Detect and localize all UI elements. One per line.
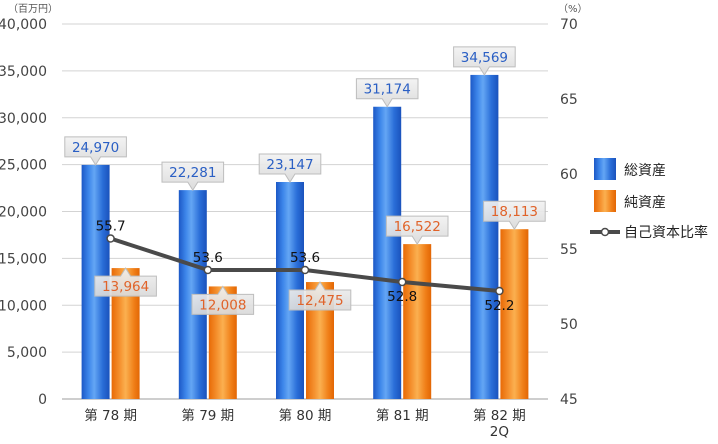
equity-ratio-point — [203, 265, 213, 275]
equity-ratio-point — [495, 286, 504, 296]
x-tick-label: 第 79 期 — [181, 407, 234, 424]
data-label-callouts: 24,970 22,281 23,147 31,174 34,569 13,964 12,0… — [64, 46, 546, 315]
data-label: 18,113 — [491, 204, 538, 220]
x-tick-label: 第 78 期 — [84, 407, 137, 424]
y-left-tick-label: 10,000 — [0, 298, 47, 314]
y-left-tick-label: 20,000 — [0, 205, 47, 221]
data-label-callout: 34,569 — [453, 46, 516, 76]
legend-label-net-assets: 純資産 — [624, 195, 666, 211]
y-left-tick-label: 25,000 — [0, 158, 47, 174]
y-axis-left: 0 5,000 10,000 15,000 20,000 25,000 30,000 35,0… — [0, 17, 47, 408]
equity-ratio-label: 52.2 — [484, 298, 514, 314]
y-left-tick-label: 0 — [38, 392, 47, 408]
data-label: 16,522 — [394, 219, 441, 235]
right-axis-unit: （%） — [558, 3, 588, 15]
equity-ratio-label: 53.6 — [290, 250, 320, 266]
data-label-callout: 12,475 — [288, 281, 352, 311]
equity-ratio-label: 52.8 — [387, 289, 417, 305]
x-tick-label: 第 81 期 — [376, 407, 429, 424]
legend-label-equity-ratio: 自己資本比率 — [624, 224, 708, 241]
data-label-callout: 13,964 — [94, 267, 157, 297]
legend-marker-equity-ratio — [600, 227, 610, 237]
bar-net-assets — [403, 244, 432, 399]
equity-ratio-point — [397, 277, 407, 287]
y-left-tick-label: 15,000 — [0, 251, 47, 267]
data-label: 22,281 — [169, 165, 216, 181]
x-tick-label: 第 80 期 — [279, 407, 332, 424]
legend-swatch-total-assets — [594, 158, 616, 180]
data-label-callout: 31,174 — [355, 78, 419, 108]
data-label-callout: 12,008 — [191, 285, 255, 315]
data-label: 24,970 — [72, 140, 119, 156]
equity-ratio-point — [300, 265, 310, 275]
data-label-callout: 18,113 — [483, 200, 546, 231]
y-right-tick-label: 65 — [560, 92, 578, 108]
equity-ratio-label: 55.7 — [96, 219, 126, 235]
data-label: 12,475 — [296, 293, 343, 309]
data-label: 31,174 — [364, 82, 411, 98]
x-axis: 第 78 期 第 79 期 第 80 期 第 81 期 第 82 期2Q — [84, 407, 526, 440]
y-left-tick-label: 40,000 — [0, 17, 47, 33]
legend-label-total-assets: 総資産 — [624, 163, 666, 179]
bars — [81, 74, 529, 400]
y-right-tick-label: 50 — [560, 317, 578, 333]
y-left-tick-label: 30,000 — [0, 111, 47, 127]
bar-total-assets — [373, 106, 402, 400]
data-label-callout: 23,147 — [258, 153, 322, 183]
equity-ratio-point — [106, 234, 115, 243]
y-left-tick-label: 5,000 — [7, 345, 47, 361]
data-label-callout: 24,970 — [64, 136, 127, 166]
y-right-tick-label: 60 — [560, 167, 578, 183]
data-label-callout: 22,281 — [161, 161, 225, 192]
bar-total-assets — [470, 74, 499, 400]
y-right-tick-label: 45 — [560, 392, 578, 408]
y-axis-right: 45 50 55 60 65 70 — [560, 17, 578, 408]
bar-net-assets — [500, 229, 529, 399]
data-label: 13,964 — [102, 279, 149, 295]
data-label-callout: 16,522 — [385, 215, 449, 246]
data-label: 12,008 — [199, 297, 246, 313]
equity-ratio-label: 53.6 — [193, 250, 223, 266]
y-left-tick-label: 35,000 — [0, 64, 47, 80]
x-tick-label: 2Q — [490, 424, 509, 440]
y-right-tick-label: 55 — [560, 242, 578, 258]
legend-swatch-net-assets — [594, 190, 616, 212]
x-tick-label: 第 82 期 — [473, 407, 526, 424]
data-label: 23,147 — [266, 157, 313, 173]
data-label: 34,569 — [461, 50, 508, 66]
left-axis-unit: （百万円） — [8, 3, 58, 15]
y-right-tick-label: 70 — [560, 17, 578, 33]
equity-ratio-line: 55.7 53.6 53.6 52.8 52.2 — [96, 219, 515, 315]
